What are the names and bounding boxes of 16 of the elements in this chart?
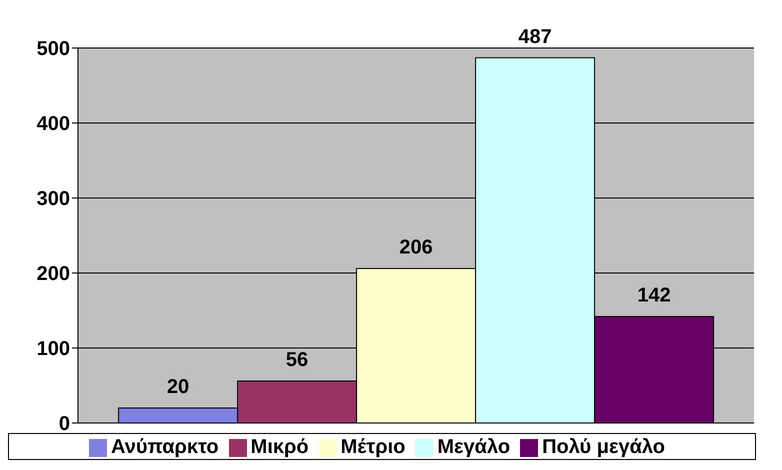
data-label: 142 xyxy=(637,284,671,306)
legend-label: Μεγάλο xyxy=(437,436,510,458)
legend-label: Ανύπαρκτο xyxy=(111,436,219,458)
y-tick-label: 0 xyxy=(58,413,70,436)
data-label: 20 xyxy=(166,376,190,398)
legend-label: Μικρό xyxy=(250,436,309,458)
data-label: 56 xyxy=(286,349,308,371)
legend-label: Πολύ μεγάλο xyxy=(542,436,665,458)
y-tick-label: 400 xyxy=(36,113,70,136)
y-tick-label: 100 xyxy=(36,338,70,360)
y-tick-label: 200 xyxy=(36,263,70,286)
y-tick-label: 300 xyxy=(36,188,70,210)
data-label: 206 xyxy=(399,236,433,258)
data-label: 487 xyxy=(518,26,552,48)
legend-label: Μέτριο xyxy=(340,436,406,458)
y-tick-label: 500 xyxy=(36,38,70,60)
